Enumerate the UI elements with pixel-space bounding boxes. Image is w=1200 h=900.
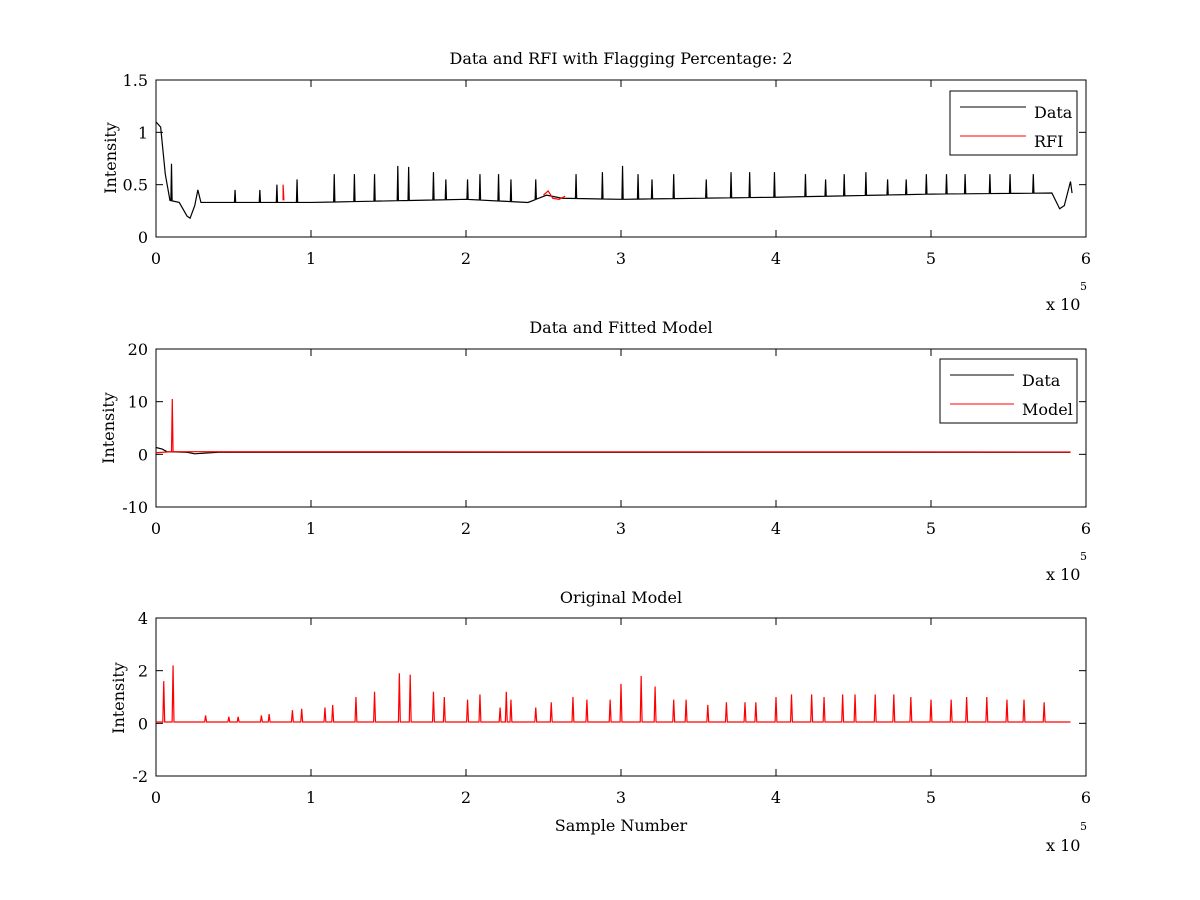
- series-data-line: [155, 121, 1073, 220]
- series-rfi-line: [543, 190, 566, 200]
- chart-title: Data and Fitted Model: [529, 318, 712, 337]
- y-tick-label: 0: [138, 445, 148, 464]
- x-multiplier-exponent: 5: [1080, 550, 1087, 563]
- x-tick-label: 5: [926, 788, 936, 807]
- x-multiplier-exponent: 5: [1080, 280, 1087, 293]
- y-axis-label: Intensity: [99, 392, 118, 464]
- x-tick-label: 4: [771, 249, 781, 268]
- x-tick-label: 0: [151, 519, 161, 538]
- x-tick-label: 4: [771, 788, 781, 807]
- series-lines: [155, 121, 1073, 220]
- series-lines: [156, 665, 1071, 723]
- legend-box: [939, 358, 1078, 424]
- y-tick-label: 4: [138, 609, 148, 628]
- x-tick-label: 1: [306, 519, 316, 538]
- x-tick-label: 3: [616, 519, 626, 538]
- panel-data-rfi: Data and RFI with Flagging Percentage: 2…: [101, 49, 1091, 314]
- y-axis-label: Intensity: [109, 662, 128, 734]
- y-tick-label: 0.5: [123, 176, 148, 195]
- x-tick-label: 2: [461, 519, 471, 538]
- series-rfi-line: [282, 184, 285, 201]
- legend-box: [949, 90, 1078, 156]
- y-tick-label: 20: [128, 340, 148, 359]
- x-tick-label: 1: [306, 788, 316, 807]
- x-multiplier-exponent: 5: [1080, 820, 1087, 833]
- series-lines: [155, 399, 1071, 455]
- x-tick-label: 3: [616, 249, 626, 268]
- y-tick-label: 1.5: [123, 71, 148, 90]
- legend: Data RFI: [949, 90, 1078, 156]
- series-model-line: [156, 665, 1071, 723]
- y-tick-label: -2: [132, 767, 148, 786]
- x-tick-label: 6: [1081, 249, 1091, 268]
- y-tick-label: 0: [138, 714, 148, 733]
- y-tick-label: 0: [138, 228, 148, 247]
- x-multiplier: x 10: [1046, 295, 1080, 314]
- legend-label-data: Data: [1022, 371, 1061, 390]
- x-multiplier: x 10: [1046, 836, 1080, 855]
- y-tick-label: 2: [138, 662, 148, 681]
- plot-area: [155, 79, 1087, 238]
- legend-label-model: Model: [1022, 400, 1073, 419]
- y-axis-label: Intensity: [101, 122, 120, 194]
- axis-ticks: 0 1 2 3 4 5 6 0 0.5 1 1.5: [123, 71, 1092, 268]
- x-tick-label: 6: [1081, 788, 1091, 807]
- series-model-line: [155, 399, 1071, 454]
- x-tick-label: 6: [1081, 519, 1091, 538]
- chart-title: Original Model: [560, 588, 682, 607]
- y-tick-label: -10: [122, 498, 148, 517]
- x-tick-label: 3: [616, 788, 626, 807]
- x-tick-label: 2: [461, 249, 471, 268]
- legend: Data Model: [939, 358, 1078, 424]
- plot-area: [155, 348, 1087, 508]
- x-multiplier: x 10: [1046, 565, 1080, 584]
- x-tick-label: 2: [461, 788, 471, 807]
- x-axis-label: Sample Number: [555, 816, 688, 835]
- legend-label-rfi: RFI: [1034, 132, 1063, 151]
- x-tick-label: 0: [151, 788, 161, 807]
- y-tick-label: 10: [128, 393, 148, 412]
- x-tick-label: 4: [771, 519, 781, 538]
- y-tick-label: 1: [138, 123, 148, 142]
- legend-label-data: Data: [1034, 103, 1073, 122]
- chart-title: Data and RFI with Flagging Percentage: 2: [449, 49, 792, 68]
- x-tick-label: 5: [926, 519, 936, 538]
- x-tick-label: 0: [151, 249, 161, 268]
- x-tick-label: 5: [926, 249, 936, 268]
- x-tick-label: 1: [306, 249, 316, 268]
